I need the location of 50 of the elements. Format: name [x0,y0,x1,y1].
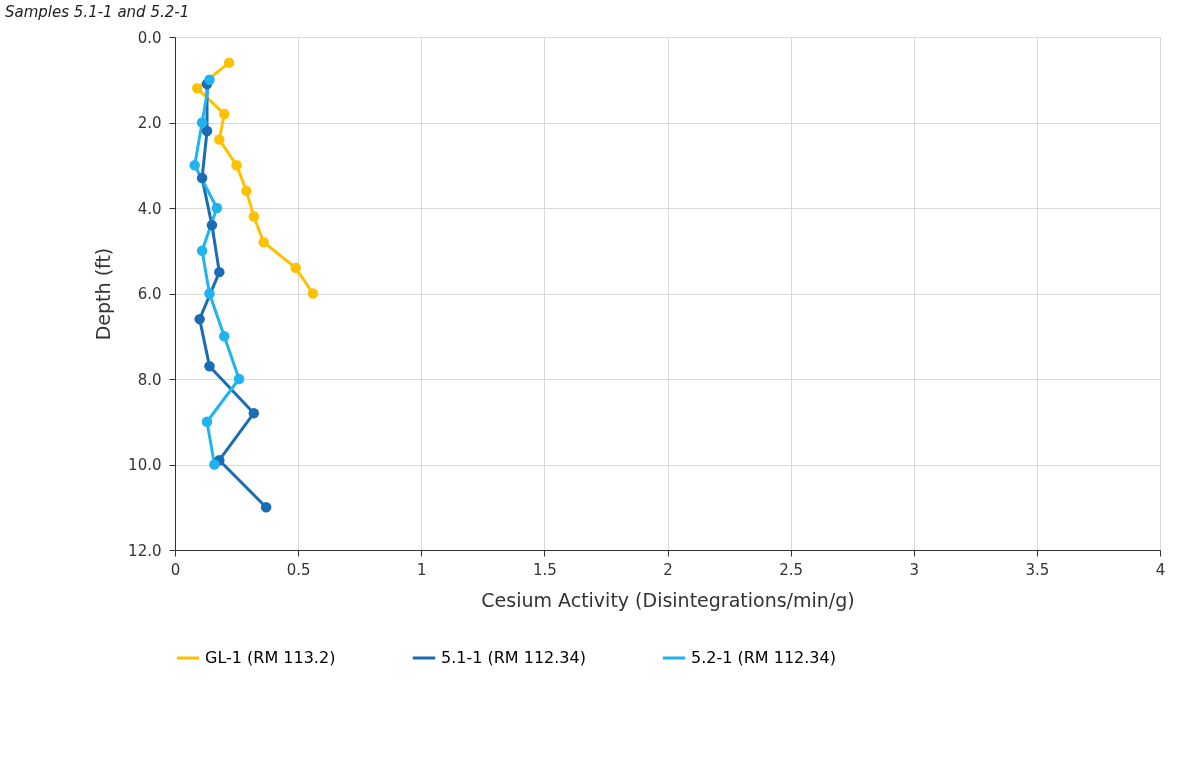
y-axis-title: Depth (ft) [92,247,115,341]
point [204,288,215,299]
x-tick-label: 1.5 [532,560,557,579]
point [241,185,252,197]
x-tick-label: 0 [170,560,181,579]
point [204,360,215,372]
point [211,202,223,214]
point [191,83,203,94]
y-tick-label: 4.0 [137,199,162,218]
point [201,125,213,137]
x-tick-label: 3.5 [1025,560,1050,579]
y-tick-label: 12.0 [128,541,162,560]
point [219,108,230,120]
point [204,74,215,85]
x-tick-label: 0.5 [286,560,311,579]
point [196,172,208,184]
y-tick-label: 0.0 [137,28,162,47]
point [196,117,208,128]
point [214,266,225,278]
y-tick-label: 8.0 [137,370,162,389]
point [307,288,319,299]
point [231,160,242,171]
text: Samples 5.1-1 and 5.2-1 [5,3,190,21]
point [214,134,225,145]
point [290,262,301,274]
point [233,373,245,385]
point [206,219,218,231]
x-tick-label: 2.5 [779,560,804,579]
y-tick-label: 6.0 [137,285,162,303]
x-tick-label: 3 [909,560,920,579]
point [189,160,200,171]
legend-label: 5.2-1 (RM 112.34) [691,648,836,667]
point [201,416,213,427]
point [209,459,220,470]
point [260,502,272,513]
point [194,313,205,325]
legend-label: 5.1-1 (RM 112.34) [441,648,586,667]
point [223,57,235,68]
point [248,407,260,419]
point [248,211,260,222]
x-axis-title: Cesium Activity (Disintegrations/min/g) [481,588,855,611]
y-tick-label: 10.0 [128,456,162,474]
legend-label: GL-1 (RM 113.2) [205,648,336,667]
point [258,236,269,248]
point [196,245,208,256]
x-tick-label: 1 [416,560,427,579]
y-tick-label: 2.0 [137,114,162,132]
x-tick-label: 2 [663,560,673,579]
x-tick-label: 4 [1155,560,1166,579]
point [219,331,230,342]
